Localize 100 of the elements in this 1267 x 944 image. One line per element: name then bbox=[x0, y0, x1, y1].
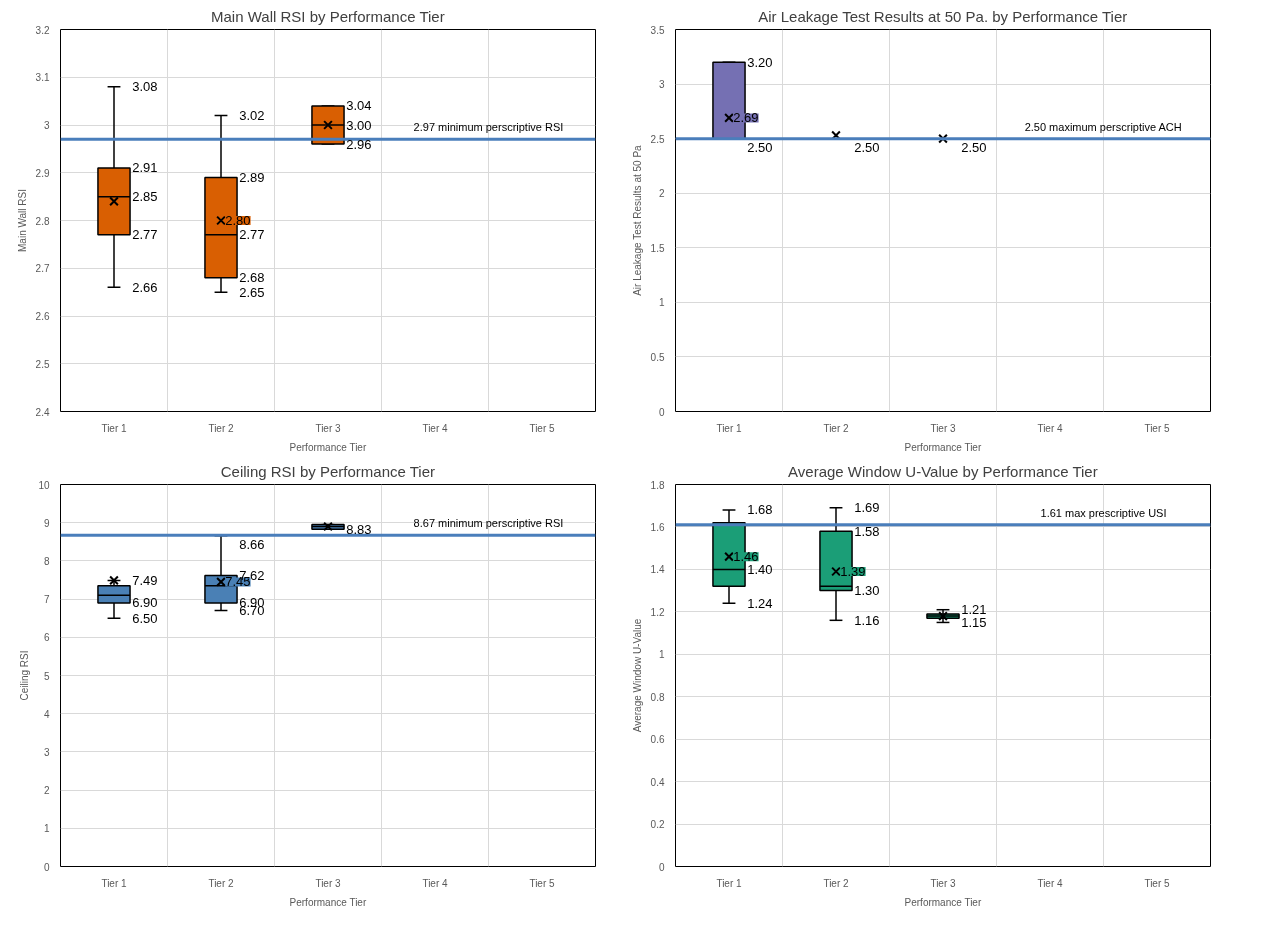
annotation: 2.50 bbox=[747, 139, 773, 155]
y-tick-label: 0.4 bbox=[650, 776, 665, 788]
y-tick-label: 3.5 bbox=[650, 24, 665, 36]
y-axis-title: Ceiling RSI bbox=[19, 650, 31, 701]
x-tick-label: Tier 5 bbox=[1144, 877, 1171, 889]
annotation: 6.90 bbox=[132, 595, 158, 611]
y-tick-label: 2 bbox=[43, 785, 50, 797]
x-tick-label: Tier 5 bbox=[529, 877, 556, 889]
y-tick-label: 3.1 bbox=[35, 72, 50, 84]
annotation: 1.30 bbox=[854, 583, 880, 599]
annotation: 3.02 bbox=[239, 107, 265, 123]
y-tick-label: 2.5 bbox=[650, 133, 665, 145]
y-tick-label: 2 bbox=[658, 188, 665, 200]
x-tick-label: Tier 1 bbox=[101, 877, 128, 889]
x-tick-label: Tier 5 bbox=[1144, 422, 1171, 434]
y-tick-label: 6 bbox=[43, 632, 50, 644]
annotation: 3.08 bbox=[132, 79, 158, 95]
annotation: 2.50 bbox=[961, 139, 987, 155]
y-axis-title: Main Wall RSI bbox=[16, 189, 28, 252]
x-tick-label: Tier 3 bbox=[315, 877, 342, 889]
y-tick-label: 7 bbox=[43, 594, 50, 606]
x-tick-label: Tier 2 bbox=[823, 877, 850, 889]
y-tick-label: 5 bbox=[43, 670, 50, 682]
y-tick-label: 10 bbox=[38, 479, 50, 491]
ref-line-label: 2.50 maximum perscriptive ACH bbox=[1024, 120, 1182, 133]
x-tick-label: Tier 4 bbox=[422, 422, 449, 434]
y-tick-label: 2.4 bbox=[35, 406, 50, 418]
x-tick-label: Tier 3 bbox=[930, 422, 957, 434]
annotation: 1.68 bbox=[747, 502, 773, 518]
annotation: 8.83 bbox=[346, 521, 372, 537]
annotation: 1.58 bbox=[854, 523, 880, 539]
y-tick-label: 0.5 bbox=[650, 351, 665, 363]
annotation: 2.68 bbox=[239, 270, 265, 286]
ref-line-label: 1.61 max prescriptive USI bbox=[1040, 506, 1167, 519]
y-tick-label: 2.5 bbox=[35, 358, 50, 370]
annotation: 3.20 bbox=[747, 54, 773, 70]
data-label: 2.80 bbox=[225, 213, 251, 228]
x-axis-title: Performance Tier bbox=[904, 896, 982, 908]
x-axis-title: Performance Tier bbox=[289, 441, 367, 453]
y-tick-label: 1.6 bbox=[650, 521, 665, 533]
annotation: 7.49 bbox=[132, 572, 158, 588]
y-tick-label: 1.4 bbox=[650, 564, 665, 576]
y-tick-label: 2.9 bbox=[35, 167, 50, 179]
annotation: 1.69 bbox=[854, 500, 880, 516]
annotation: 6.50 bbox=[132, 610, 158, 626]
y-tick-label: 0.6 bbox=[650, 734, 665, 746]
x-tick-label: Tier 2 bbox=[208, 422, 235, 434]
x-tick-label: Tier 4 bbox=[422, 877, 449, 889]
annotation: 2.89 bbox=[239, 170, 265, 186]
x-tick-label: Tier 5 bbox=[529, 422, 556, 434]
x-tick-label: Tier 4 bbox=[1037, 877, 1064, 889]
chart-title: Ceiling RSI by Performance Tier bbox=[220, 462, 435, 480]
x-tick-label: Tier 4 bbox=[1037, 422, 1064, 434]
y-tick-label: 1.2 bbox=[650, 606, 665, 618]
data-label: 2.69 bbox=[733, 110, 759, 126]
y-tick-label: 9 bbox=[43, 517, 50, 529]
y-tick-label: 1 bbox=[43, 823, 50, 835]
y-tick-label: 8 bbox=[43, 555, 50, 567]
y-tick-label: 3 bbox=[43, 120, 50, 131]
annotation: 2.77 bbox=[132, 227, 158, 243]
x-tick-label: Tier 2 bbox=[823, 422, 850, 434]
y-tick-label: 0.8 bbox=[650, 691, 665, 703]
x-tick-label: Tier 2 bbox=[208, 877, 235, 889]
y-tick-label: 1.5 bbox=[650, 242, 665, 254]
y-tick-label: 1 bbox=[658, 297, 665, 309]
y-tick-label: 2.8 bbox=[35, 215, 50, 227]
annotation: 1.16 bbox=[854, 612, 880, 628]
y-tick-label: 2.7 bbox=[35, 263, 50, 275]
x-axis-title: Performance Tier bbox=[904, 441, 982, 453]
y-tick-label: 0.2 bbox=[650, 819, 665, 831]
annotation: 8.66 bbox=[239, 536, 265, 552]
ref-line-label: 8.67 minimum perscriptive RSI bbox=[413, 517, 564, 530]
x-tick-label: Tier 1 bbox=[716, 877, 743, 889]
chart-title: Air Leakage Test Results at 50 Pa. by Performance Tier bbox=[758, 7, 1128, 25]
annotation: 2.91 bbox=[132, 160, 158, 176]
y-tick-label: 3.2 bbox=[35, 24, 50, 36]
y-tick-label: 3 bbox=[43, 746, 50, 758]
x-axis-title: Performance Tier bbox=[289, 896, 367, 908]
ref-line-label: 2.97 minimum perscriptive RSI bbox=[413, 121, 564, 134]
x-tick-label: Tier 1 bbox=[101, 422, 128, 434]
chart-title: Main Wall RSI by Performance Tier bbox=[211, 7, 445, 25]
y-axis-title: Air Leakage Test Results at 50 Pa bbox=[631, 144, 643, 296]
annotation: 3.00 bbox=[346, 117, 372, 133]
annotation: 2.96 bbox=[346, 136, 372, 152]
annotation: 2.66 bbox=[132, 279, 158, 295]
annotation: 3.04 bbox=[346, 98, 372, 114]
y-tick-label: 0 bbox=[43, 861, 50, 873]
x-tick-label: Tier 3 bbox=[930, 877, 957, 889]
y-axis-title: Average Window U-Value bbox=[631, 618, 643, 733]
y-tick-label: 0 bbox=[658, 861, 665, 873]
y-tick-label: 2.6 bbox=[35, 311, 50, 322]
y-tick-label: 1.8 bbox=[650, 479, 665, 491]
y-tick-label: 4 bbox=[43, 708, 50, 720]
y-tick-label: 0 bbox=[658, 406, 665, 418]
annotation: 2.65 bbox=[239, 284, 265, 300]
annotation: 2.77 bbox=[239, 227, 265, 243]
chart-title: Average Window U-Value by Performance Tier bbox=[788, 462, 1098, 480]
annotation: 1.24 bbox=[747, 595, 773, 611]
y-tick-label: 1 bbox=[658, 649, 665, 661]
data-label: 1.46 bbox=[733, 549, 759, 565]
